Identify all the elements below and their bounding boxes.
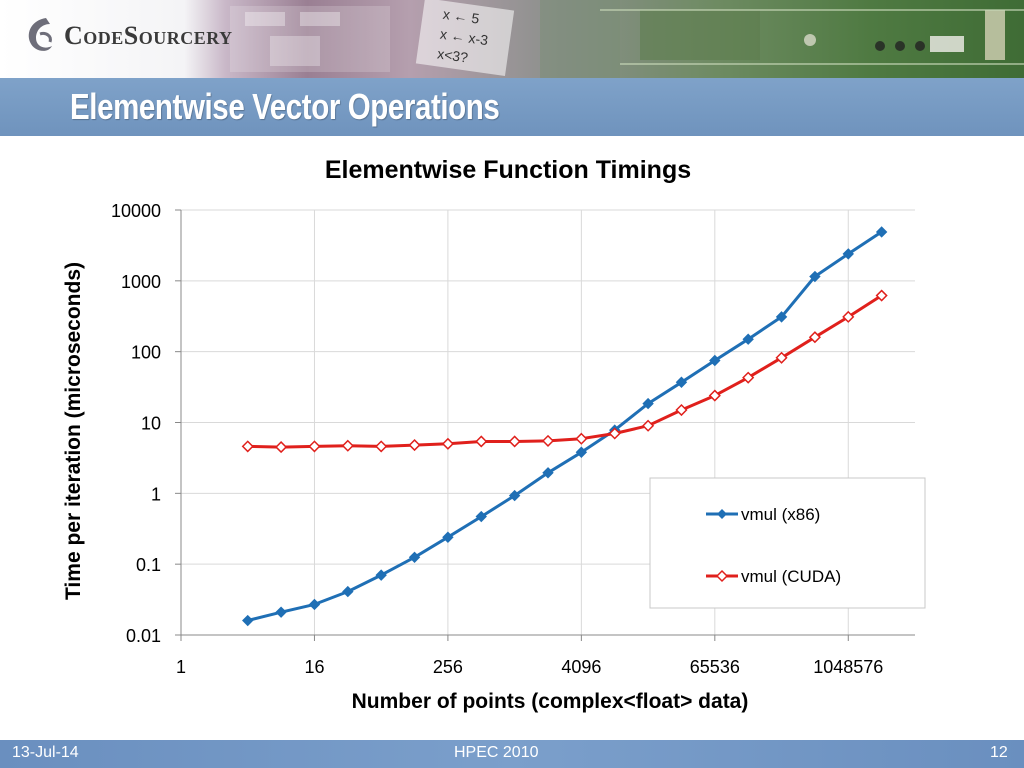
footer-page-number: 12 <box>990 744 1008 761</box>
data-point-vmul-cuda <box>308 440 321 453</box>
series-line-vmul-x86 <box>247 230 883 622</box>
legend-x86-marker <box>717 509 727 519</box>
svg-text:x ← x-3: x ← x-3 <box>439 26 489 49</box>
data-point-vmul-x86 <box>842 248 854 260</box>
x-tick-label: 4096 <box>561 657 601 677</box>
series-group <box>241 226 888 627</box>
data-point-vmul-x86 <box>442 531 454 543</box>
x-tick-label: 16 <box>304 657 324 677</box>
chart-title: Elementwise Function Timings <box>325 156 691 184</box>
y-tick-label: 1 <box>151 484 161 504</box>
x-tick-label: 1 <box>176 657 186 677</box>
data-point-vmul-cuda <box>541 434 555 447</box>
footer-bar: 13-Jul-14 HPEC 2010 12 <box>0 740 1024 768</box>
y-tick-label: 10000 <box>111 201 161 221</box>
footer-date: 13-Jul-14 <box>12 744 79 761</box>
data-point-vmul-cuda <box>241 440 254 453</box>
logo: CodeSourcery <box>22 14 233 58</box>
legend-box <box>649 477 926 609</box>
data-point-vmul-cuda <box>408 439 421 452</box>
data-point-vmul-x86 <box>809 270 821 283</box>
legend-cuda-marker <box>715 569 729 583</box>
data-point-vmul-cuda <box>708 389 721 402</box>
data-point-vmul-x86 <box>709 354 721 367</box>
legend-x86-label: vmul (x86) <box>741 505 820 524</box>
data-point-vmul-x86 <box>308 598 321 611</box>
svg-text:x<3?: x<3? <box>436 45 469 65</box>
data-point-vmul-cuda <box>642 419 655 432</box>
logo-text: CodeSourcery <box>64 21 233 50</box>
chart: Elementwise Function Timings 1 16 256 4096 6… <box>0 136 1024 740</box>
data-point-vmul-x86 <box>775 311 788 323</box>
data-point-vmul-x86 <box>542 467 554 479</box>
y-tick-label: 0.1 <box>136 555 161 575</box>
y-tick-label: 10 <box>141 414 161 434</box>
data-point-vmul-x86 <box>242 614 254 627</box>
x-tick-label: 256 <box>433 657 463 677</box>
data-point-vmul-cuda <box>275 441 288 454</box>
data-point-vmul-x86 <box>408 551 421 564</box>
series-line-vmul-cuda <box>247 294 883 449</box>
y-tick-label: 1000 <box>121 272 161 292</box>
x-axis-label: Number of points (complex<float> data) <box>352 690 749 713</box>
data-point-vmul-cuda <box>475 435 488 448</box>
data-point-vmul-cuda <box>575 432 588 445</box>
data-point-vmul-x86 <box>642 397 654 410</box>
data-point-vmul-cuda <box>375 440 388 453</box>
data-point-vmul-x86 <box>875 226 888 238</box>
banner-decoration: x ← 5 x ← x-3 x<3? <box>230 0 1024 78</box>
data-point-vmul-cuda <box>742 371 755 384</box>
data-point-vmul-x86 <box>375 569 387 581</box>
footer-event: HPEC 2010 <box>454 744 539 761</box>
data-point-vmul-cuda <box>842 310 855 323</box>
data-point-vmul-x86 <box>508 489 521 502</box>
data-point-vmul-x86 <box>275 606 287 618</box>
y-tick-label: 0.01 <box>126 626 161 646</box>
y-axis-label: Time per iteration (microseconds) <box>62 262 85 600</box>
legend-cuda-label: vmul (CUDA) <box>741 567 841 586</box>
data-point-vmul-x86 <box>475 510 487 523</box>
x-tick-label: 1048576 <box>813 657 883 677</box>
data-point-vmul-cuda <box>808 331 821 344</box>
axis-ticks: 1 16 256 4096 65536 1048576 0.01 0.1 1 10 100 1000 1… <box>111 201 883 677</box>
legend: vmul (x86) vmul (CUDA) <box>649 477 926 609</box>
data-point-vmul-cuda <box>775 351 788 364</box>
data-point-vmul-x86 <box>742 333 754 345</box>
slide-title: Elementwise Vector Operations <box>70 86 500 127</box>
svg-text:x ← 5: x ← 5 <box>442 6 481 27</box>
data-point-vmul-x86 <box>675 376 688 388</box>
data-point-vmul-x86 <box>575 446 588 458</box>
data-point-vmul-cuda <box>608 427 621 440</box>
y-tick-label: 100 <box>131 343 161 363</box>
data-point-vmul-cuda <box>441 437 454 450</box>
data-point-vmul-cuda <box>341 439 354 452</box>
chart-svg: Elementwise Function Timings 1 16 256 4096 6… <box>62 156 926 713</box>
title-bar: Elementwise Vector Operations <box>0 78 1024 136</box>
data-point-vmul-cuda <box>508 435 521 448</box>
data-point-vmul-cuda <box>875 289 888 302</box>
x-tick-label: 65536 <box>690 657 740 677</box>
data-point-vmul-x86 <box>342 585 354 598</box>
top-banner: x ← 5 x ← x-3 x<3? CodeSourcery <box>0 0 1024 78</box>
logo-swirl-icon <box>28 18 52 51</box>
data-point-vmul-cuda <box>675 403 688 417</box>
